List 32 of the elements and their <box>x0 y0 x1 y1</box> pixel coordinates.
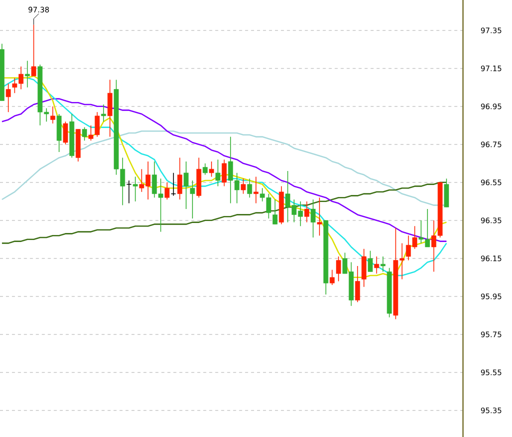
candlestick <box>82 126 87 141</box>
candlestick <box>374 256 380 274</box>
candlestick <box>215 159 220 187</box>
candlestick <box>254 176 258 204</box>
candlestick <box>24 60 30 88</box>
candlestick <box>209 161 214 178</box>
candlestick <box>368 250 373 272</box>
candlestick <box>310 199 316 238</box>
candlestick <box>31 24 36 76</box>
candlestick <box>132 176 138 202</box>
candlestick <box>190 180 195 219</box>
candlestick <box>380 256 386 272</box>
candlestick <box>317 197 322 236</box>
candlestick <box>107 79 112 138</box>
candlestick <box>101 104 106 122</box>
candlestick <box>240 178 246 194</box>
candlestick <box>330 269 335 286</box>
candlestick <box>202 163 208 176</box>
candlestick <box>247 178 252 198</box>
candlestick <box>222 159 227 187</box>
candlestick <box>355 266 360 302</box>
candlestick <box>272 199 278 225</box>
candlestick <box>177 157 182 200</box>
candlestick <box>362 248 366 288</box>
candlestick <box>164 182 170 200</box>
candlestick <box>304 201 310 223</box>
candlestick <box>63 121 68 145</box>
candlestick <box>184 161 189 210</box>
candlestick <box>336 256 341 282</box>
candlestick <box>50 106 56 124</box>
candlestick <box>6 83 11 112</box>
candlestick <box>444 178 449 208</box>
